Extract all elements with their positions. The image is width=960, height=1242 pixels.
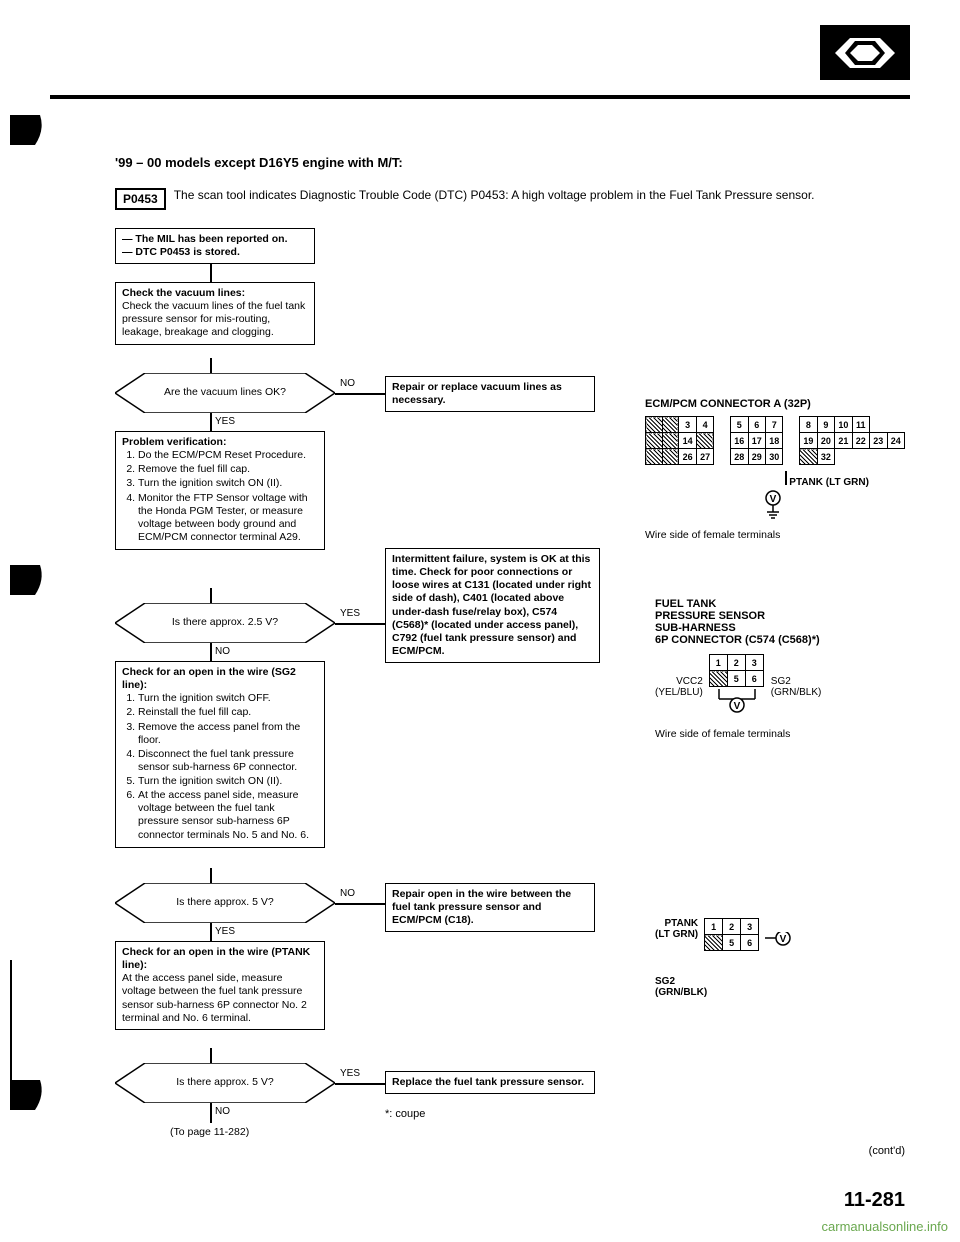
flow-label-no: NO [215, 646, 230, 657]
flow-box-title: Check the vacuum lines: [122, 287, 245, 299]
flow-box-check-ptank: Check for an open in the wire (PTANK lin… [115, 941, 325, 1030]
flow-line [210, 264, 212, 282]
flow-decision-vacuum: Are the vacuum lines OK? [115, 373, 335, 413]
pcode-row: P0453 The scan tool indicates Diagnostic… [115, 188, 910, 210]
ptank-label: PTANK (LT GRN) [655, 918, 698, 940]
flow-action-intermittent: Intermittent failure, system is OK at th… [385, 548, 600, 663]
flow-box-check-sg2: Check for an open in the wire (SG2 line)… [115, 661, 325, 848]
ecm-pin-table: 34567891011 14161718192021222324 2627282… [645, 416, 905, 465]
flow-text: Check the vacuum lines of the fuel tank … [122, 300, 305, 338]
flow-label-no: NO [215, 1106, 230, 1117]
flow-label-no: NO [340, 378, 355, 389]
flow-box-title: Problem verification: [122, 436, 226, 448]
tab-cursor-icon [10, 1080, 50, 1120]
list-item: Remove the fuel fill cap. [138, 463, 318, 476]
list-item: Turn the ignition switch ON (II). [138, 775, 318, 788]
flow-line [210, 868, 212, 883]
6p-pin-table: 123 56 [704, 918, 759, 951]
sub-harness-connector-diagram-2: PTANK (LT GRN) 123 56 V SG2 (GRN/BLK) [655, 918, 895, 998]
header-rule [50, 95, 910, 99]
flow-box-title: Check for an open in the wire (PTANK lin… [122, 946, 310, 971]
flow-box-check-vacuum: Check the vacuum lines: Check the vacuum… [115, 282, 315, 345]
6p-pin-table: 123 56 [709, 654, 764, 687]
flow-label-yes: YES [215, 416, 235, 427]
flow-line [210, 413, 212, 431]
flow-text: Repair open in the wire between the fuel… [392, 888, 571, 926]
section-title: '99 – 00 models except D16Y5 engine with… [115, 155, 910, 170]
list-item: Reinstall the fuel fill cap. [138, 706, 318, 719]
flow-label-yes: YES [340, 608, 360, 619]
flow-box-title: Check for an open in the wire (SG2 line)… [122, 666, 296, 691]
flow-label-no: NO [340, 888, 355, 899]
flow-text: Replace the fuel tank pressure sensor. [392, 1076, 584, 1088]
dtc-code-box: P0453 [115, 188, 166, 210]
sub-harness-connector-diagram: FUEL TANK PRESSURE SENSOR SUB-HARNESS 6P… [655, 598, 895, 740]
flow-decision-text: Is there approx. 5 V? [115, 896, 335, 908]
voltmeter-icon: V [709, 689, 765, 717]
sg2-label: SG2 (GRN/BLK) [655, 976, 895, 998]
list-item: Monitor the FTP Sensor voltage with the … [138, 492, 318, 545]
flow-decision-25v: Is there approx. 2.5 V? [115, 603, 335, 643]
flow-decision-text: Is there approx. 2.5 V? [115, 616, 335, 628]
footnote-coupe: *: coupe [385, 1108, 425, 1120]
wire-side-note: Wire side of female terminals [645, 529, 905, 541]
wire-side-note: Wire side of female terminals [655, 728, 895, 740]
sg2-label: SG2 (GRN/BLK) [771, 676, 822, 698]
ecm-connector-diagram: ECM/PCM CONNECTOR A (32P) 34567891011 14… [645, 398, 905, 541]
page-number: 11-281 [844, 1189, 905, 1212]
flow-label-yes: YES [340, 1068, 360, 1079]
flow-line [210, 923, 212, 941]
svg-text:V: V [780, 934, 787, 945]
flow-text: At the access panel side, measure voltag… [122, 972, 307, 1023]
connector-title: ECM/PCM CONNECTOR A (32P) [645, 398, 905, 410]
flow-line [210, 588, 212, 603]
list-item: Remove the access panel from the floor. [138, 721, 318, 747]
flow-decision-text: Are the vacuum lines OK? [115, 386, 335, 398]
flow-box-start: — The MIL has been reported on. — DTC P0… [115, 228, 315, 264]
flow-line [335, 903, 385, 905]
flow-text: Intermittent failure, system is OK at th… [392, 553, 591, 657]
flow-line [210, 643, 212, 661]
flow-line [210, 358, 212, 373]
list-item: Disconnect the fuel tank pressure sensor… [138, 748, 318, 774]
tab-cursor-icon [10, 565, 50, 605]
flow-action-repair-open: Repair open in the wire between the fuel… [385, 883, 595, 932]
manual-logo-icon [820, 25, 910, 80]
voltmeter-icon: V [765, 932, 793, 972]
flow-line [210, 1048, 212, 1063]
flow-label-yes: YES [215, 926, 235, 937]
connector-title: FUEL TANK PRESSURE SENSOR SUB-HARNESS 6P… [655, 598, 895, 646]
flow-line [210, 1103, 212, 1123]
svg-text:V: V [733, 701, 740, 712]
flow-action-replace-sensor: Replace the fuel tank pressure sensor. [385, 1071, 595, 1094]
flow-decision-text: Is there approx. 5 V? [115, 1076, 335, 1088]
list-item: Turn the ignition switch OFF. [138, 692, 318, 705]
vcc2-label: VCC2 (YEL/BLU) [655, 676, 703, 698]
flow-decision-5v-a: Is there approx. 5 V? [115, 883, 335, 923]
flow-text: — The MIL has been reported on. — DTC P0… [122, 233, 288, 258]
list-item: Turn the ignition switch ON (II). [138, 477, 318, 490]
svg-text:V: V [770, 494, 777, 505]
ptank-wire-label: PTANK (LT GRN) [789, 477, 869, 488]
source-watermark: carmanualsonline.info [822, 1219, 948, 1234]
voltmeter-icon: V [763, 490, 783, 520]
flow-line [335, 623, 385, 625]
flow-decision-5v-b: Is there approx. 5 V? [115, 1063, 335, 1103]
tab-cursor-icon [10, 115, 50, 155]
list-item: At the access panel side, measure voltag… [138, 789, 318, 842]
flow-box-problem-verify: Problem verification: Do the ECM/PCM Res… [115, 431, 325, 550]
flow-text: Repair or replace vacuum lines as necess… [392, 381, 562, 406]
continued-label: (cont'd) [869, 1145, 905, 1157]
list-item: Do the ECM/PCM Reset Procedure. [138, 449, 318, 462]
dtc-description: The scan tool indicates Diagnostic Troub… [174, 188, 815, 202]
flow-action-repair-vacuum: Repair or replace vacuum lines as necess… [385, 376, 595, 412]
flow-line [335, 393, 385, 395]
flow-line [335, 1083, 385, 1085]
left-margin-line [10, 960, 12, 1080]
flow-continuation: (To page 11-282) [170, 1126, 249, 1138]
